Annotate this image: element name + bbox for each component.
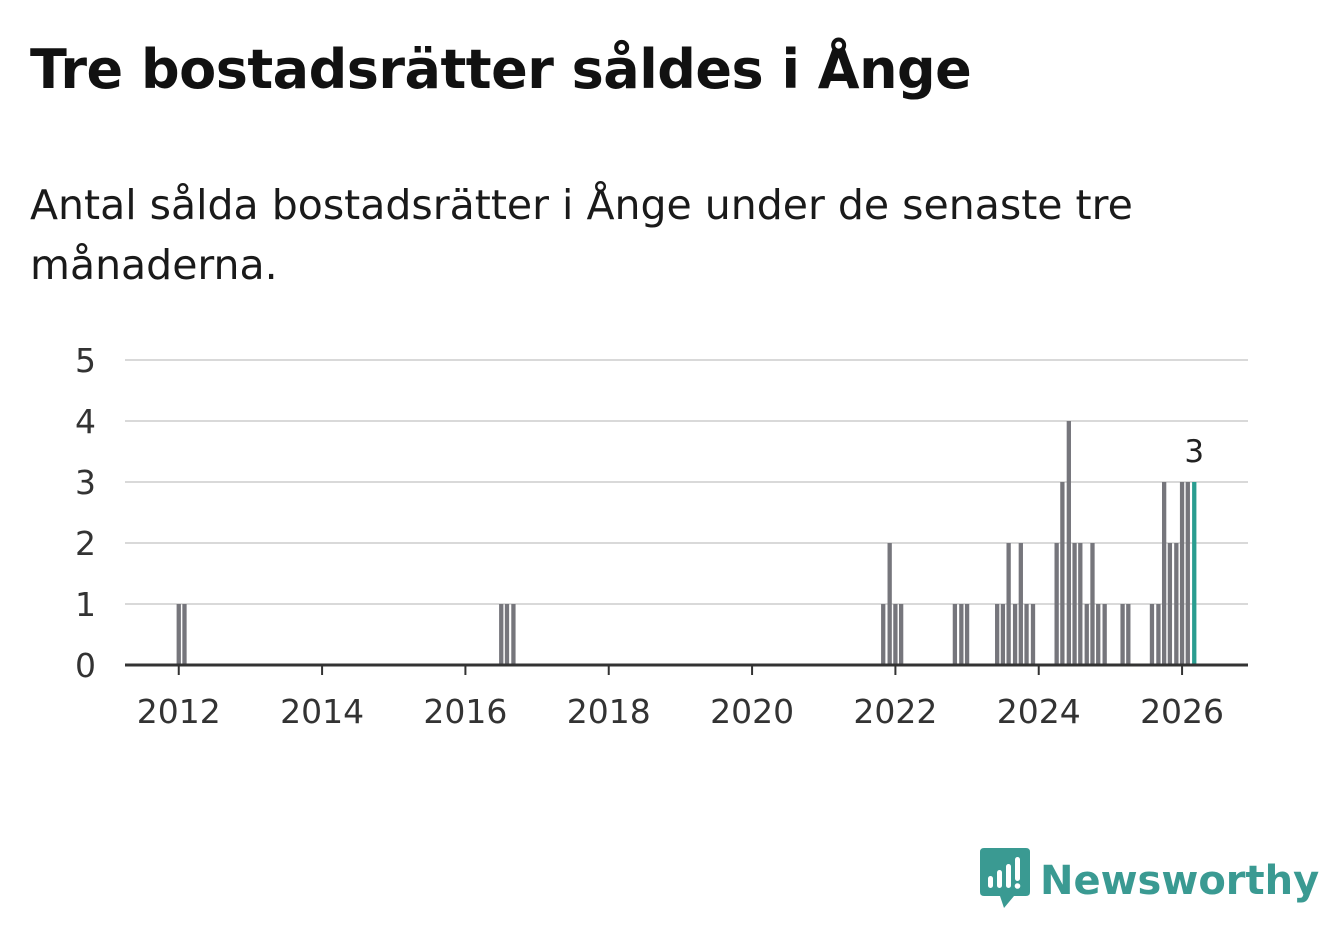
bar (511, 604, 516, 665)
bar (1030, 604, 1036, 665)
bar (1156, 604, 1161, 665)
bar (182, 604, 187, 665)
bar (959, 604, 964, 665)
bar (1167, 543, 1173, 665)
bar (995, 604, 1000, 665)
bar (1006, 543, 1011, 665)
bar (1012, 604, 1018, 665)
bar-highlight (1192, 482, 1197, 665)
bar (1185, 482, 1190, 665)
bar (1000, 604, 1006, 665)
bar (1054, 543, 1059, 665)
bar (893, 604, 898, 665)
chart-title: Tre bostadsrätter såldes i Ånge (30, 38, 972, 101)
bar (881, 604, 886, 665)
y-tick-label: 5 (75, 341, 96, 380)
bar (898, 604, 904, 665)
x-tick-label: 2014 (280, 692, 364, 731)
bar (1120, 604, 1125, 665)
y-tick-label: 4 (75, 402, 96, 441)
x-tick-label: 2016 (423, 692, 507, 731)
bar (1024, 604, 1029, 665)
brand-logo[interactable]: Newsworthy (980, 848, 1319, 914)
x-tick-label: 2022 (853, 692, 937, 731)
bar (504, 604, 510, 665)
bar (1066, 421, 1071, 665)
newsworthy-logo-icon (980, 848, 1030, 914)
bar (964, 604, 970, 665)
bar (176, 604, 181, 665)
bar (1078, 543, 1083, 665)
bar (1018, 543, 1023, 665)
bar (1096, 604, 1101, 665)
bar (1179, 482, 1185, 665)
y-tick-label: 1 (75, 585, 96, 624)
x-tick-label: 2026 (1140, 692, 1224, 731)
x-tick-label: 2018 (567, 692, 651, 731)
bar (1174, 543, 1179, 665)
y-tick-label: 2 (75, 524, 96, 563)
data-label: 3 (1184, 434, 1204, 470)
bar (1102, 604, 1107, 665)
x-tick-label: 2020 (710, 692, 794, 731)
bar (499, 604, 504, 665)
bar (1090, 543, 1095, 665)
x-tick-label: 2012 (137, 692, 221, 731)
y-tick-label: 3 (75, 463, 96, 502)
bar (1149, 604, 1155, 665)
bar (1060, 482, 1065, 665)
x-tick-label: 2024 (997, 692, 1081, 731)
chart-subtitle: Antal sålda bostadsrätter i Ånge under d… (30, 181, 1133, 289)
bar (1126, 604, 1131, 665)
bar (887, 543, 892, 665)
bar (1072, 543, 1077, 665)
bar (952, 604, 958, 665)
brand-name: Newsworthy (1040, 858, 1320, 904)
bar (1162, 482, 1167, 665)
y-tick-label: 0 (75, 646, 96, 685)
bar (1084, 604, 1089, 665)
